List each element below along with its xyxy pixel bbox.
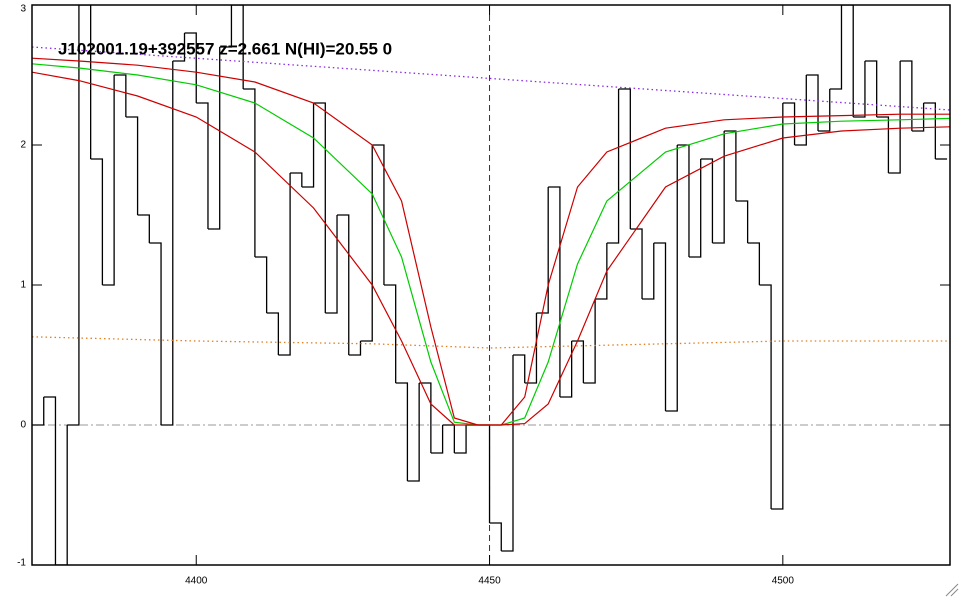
y-tick-label: 2 (20, 140, 26, 151)
flux-bin (829, 5, 843, 90)
x-tick-label: 4450 (478, 576, 501, 587)
flux-bin (219, 5, 233, 48)
flux-bin (501, 355, 514, 552)
flux-bin (841, 5, 854, 117)
flux-bin (888, 61, 901, 174)
flux-bin (184, 32, 197, 103)
flux-bin (372, 144, 385, 285)
flux-bin (442, 424, 455, 453)
y-tick-label: 1 (20, 280, 26, 291)
flux-bin (243, 88, 256, 257)
flux-bin (67, 5, 80, 426)
x-tick-label: 4500 (772, 576, 795, 587)
flux-bin (923, 102, 936, 159)
flux-bin (419, 382, 432, 453)
flux-bin (266, 312, 280, 355)
flux-bin (818, 89, 831, 132)
dotted-line (32, 46, 950, 111)
flux-bin (536, 187, 549, 314)
model-line (32, 71, 950, 426)
flux-bin (642, 243, 655, 300)
flux-bin (665, 145, 678, 412)
flux-bin (395, 382, 409, 481)
flux-bin (430, 425, 444, 454)
chart-title: J102001.19+392557 z=2.661 N(HI)=20.55 0 (58, 39, 392, 58)
flux-bin (161, 61, 174, 426)
flux-bin (325, 215, 338, 314)
flux-bin (90, 158, 104, 285)
flux-bin (712, 131, 725, 244)
model-line (32, 63, 950, 426)
flux-bin (137, 214, 150, 243)
flux-bin (278, 173, 291, 356)
y-tick-label: 3 (20, 4, 26, 15)
flux-bin (407, 383, 420, 482)
flux-bin (383, 284, 397, 383)
flux-bin (583, 299, 596, 384)
flux-bin (114, 74, 127, 117)
flux-bin (360, 145, 373, 342)
flux-bin (618, 88, 631, 229)
flux-bin (196, 102, 209, 229)
flux-bin (348, 341, 362, 356)
flux-bin (32, 397, 45, 426)
corner-icon (945, 583, 959, 597)
flux-bin (794, 75, 807, 146)
flux-bin (454, 425, 467, 454)
flux-bin (571, 340, 585, 383)
flux-bin (677, 144, 690, 257)
flux-bin (149, 242, 162, 425)
flux-bin (290, 172, 303, 187)
flux-bin (512, 354, 526, 383)
axes-frame (31, 4, 951, 566)
y-tick-label: 0 (20, 420, 26, 431)
flux-bin (559, 341, 573, 398)
flux-bin (125, 116, 139, 215)
flux-bin (630, 228, 643, 299)
flux-bin (653, 242, 667, 411)
flux-bin (548, 186, 561, 397)
dotted-line (32, 336, 950, 349)
flux-bin (172, 33, 186, 62)
flux-bin (735, 200, 749, 243)
flux-bin (606, 89, 620, 244)
flux-bin (806, 74, 819, 131)
flux-bin (43, 396, 57, 565)
model-line (32, 57, 950, 426)
flux-bin (313, 102, 326, 313)
flux-bin (688, 159, 702, 258)
flux-bin (864, 60, 878, 117)
flux-bin (337, 214, 350, 355)
flux-bin (524, 313, 538, 384)
flux-bin (724, 130, 737, 201)
flux-bin (759, 284, 772, 509)
flux-bin (489, 522, 502, 551)
flux-bin (853, 61, 866, 118)
flux-bin (911, 103, 925, 132)
flux-bin (771, 103, 784, 510)
x-tick-label: 4400 (185, 576, 208, 587)
flux-bin (78, 5, 92, 159)
flux-bin (747, 242, 761, 285)
flux-bin (55, 425, 68, 565)
flux-bin (782, 102, 796, 145)
flux-bin (595, 243, 608, 300)
plot-area (32, 5, 950, 565)
flux-bin (102, 75, 115, 286)
flux-bin (700, 158, 714, 243)
flux-bin (207, 47, 221, 230)
flux-bin (254, 256, 268, 313)
flux-bin (477, 424, 491, 523)
flux-bin (900, 60, 913, 131)
flux-bin (301, 103, 315, 188)
y-tick-label: -1 (17, 558, 26, 569)
flux-bin (876, 116, 890, 173)
